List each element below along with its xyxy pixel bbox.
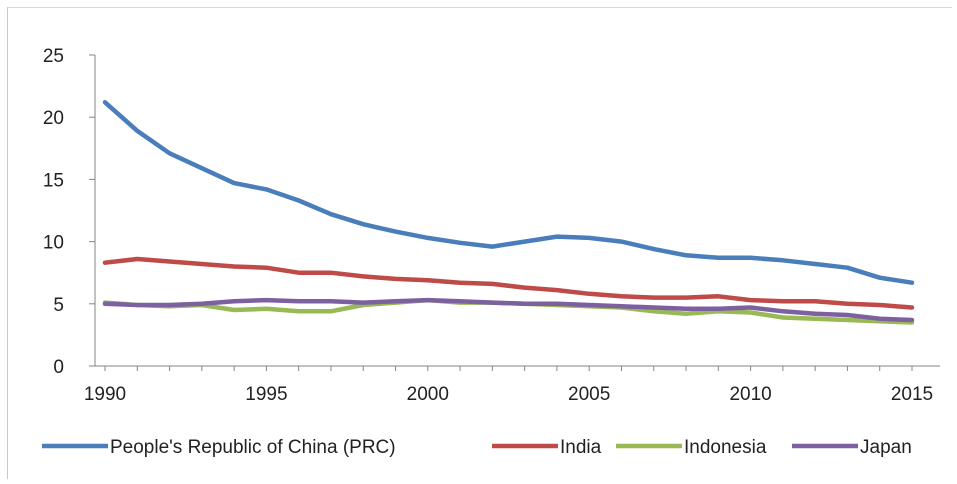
y-tick-label: 20 [43,108,64,129]
y-tick-label: 5 [53,295,64,316]
legend-label: Indonesia [684,437,767,458]
series-line-3 [102,297,915,323]
y-tick-label: 0 [53,357,64,378]
x-tick-label: 2000 [407,384,449,405]
legend-label: Japan [860,437,912,458]
legend-label: India [560,437,602,458]
x-tick-label: 1995 [245,384,287,405]
legend-label: People's Republic of China (PRC) [110,437,396,458]
x-tick-label: 2015 [891,384,933,405]
x-tick-label: 2010 [729,384,771,405]
y-tick-label: 15 [43,170,64,191]
series-line-1 [102,256,915,310]
chart-frame [7,7,952,479]
series-line-0 [102,100,915,285]
x-tick-label: 1990 [84,384,126,405]
y-tick-label: 25 [43,46,64,67]
x-tick-label: 2005 [568,384,610,405]
y-tick-label: 10 [43,233,64,254]
